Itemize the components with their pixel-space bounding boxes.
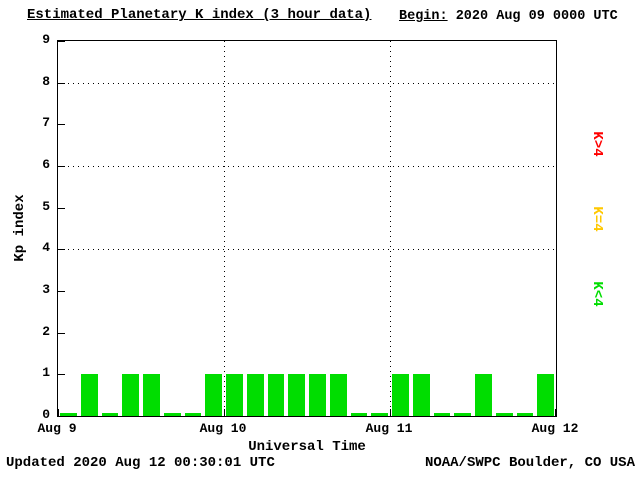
h-gridline	[58, 249, 556, 251]
v-gridline	[390, 41, 392, 416]
kp-bar	[412, 374, 430, 416]
y-tick-mark	[58, 124, 65, 126]
legend-item: K=4	[589, 206, 605, 232]
x-tick-mark	[555, 409, 556, 416]
x-tick-label: Aug 10	[199, 421, 247, 436]
begin-label: Begin:	[399, 9, 448, 24]
kp-bar	[309, 374, 326, 416]
y-tick-label: 2	[42, 323, 50, 339]
y-tick-mark	[58, 416, 65, 417]
y-tick-label: 0	[42, 407, 50, 422]
kp-bar	[60, 413, 77, 416]
x-tick-mark	[224, 409, 225, 416]
begin-label-group: Begin: 2020 Aug 09 0000 UTC	[399, 9, 618, 24]
kp-bar	[163, 413, 181, 416]
x-tick-label: Aug 11	[365, 421, 413, 436]
legend-item: K<4	[589, 281, 605, 307]
kp-bar	[143, 374, 160, 416]
begin-value: 2020 Aug 09 0000 UTC	[447, 9, 618, 24]
y-tick-label: 1	[42, 365, 50, 381]
y-tick-label: 4	[42, 240, 50, 256]
x-tick-mark	[58, 409, 59, 416]
kp-bar	[80, 374, 98, 416]
v-gridline	[223, 41, 225, 416]
kp-bar	[267, 374, 285, 416]
kp-bar	[226, 374, 243, 416]
kp-bar	[288, 374, 305, 416]
y-tick-label: 9	[42, 32, 50, 47]
x-tick-labels: Aug 9 Aug 10 Aug 11 Aug 12	[37, 421, 578, 439]
y-tick-mark	[58, 166, 65, 167]
y-tick-mark	[58, 332, 65, 334]
h-gridline	[58, 82, 556, 84]
y-tick-mark	[58, 291, 65, 292]
kp-bar	[537, 374, 554, 416]
kp-bar	[184, 413, 202, 416]
updated-text: Updated 2020 Aug 12 00:30:01 UTC	[6, 455, 275, 471]
y-tick-labels: 0 1 2 3 4 5 6 7 8 9	[30, 32, 50, 422]
y-tick-mark	[58, 249, 65, 251]
kp-bar	[392, 374, 409, 416]
y-tick-mark	[58, 41, 65, 42]
kp-bar	[516, 413, 534, 416]
chart-title: Estimated Planetary K index (3 hour data…	[27, 7, 372, 23]
y-tick-mark	[58, 374, 65, 376]
x-axis-label: Universal Time	[248, 439, 366, 455]
y-tick-mark	[58, 82, 65, 84]
x-tick-mark	[390, 409, 391, 416]
y-tick-label: 6	[42, 157, 50, 172]
kp-bar	[433, 413, 451, 416]
y-tick-label: 8	[42, 73, 50, 89]
kp-bar	[205, 374, 222, 416]
kp-bar	[475, 374, 492, 416]
kp-bar	[246, 374, 264, 416]
source-text: NOAA/SWPC Boulder, CO USA	[424, 455, 635, 471]
y-tick-label: 3	[42, 282, 50, 297]
plot-area	[57, 40, 557, 417]
kp-bar	[329, 374, 347, 416]
x-tick-label: Aug 9	[37, 421, 77, 436]
kp-bar	[350, 413, 368, 416]
y-tick-mark	[58, 207, 65, 209]
kp-bar	[454, 413, 471, 416]
y-tick-label: 7	[42, 115, 50, 131]
x-tick-label: Aug 12	[531, 421, 579, 436]
y-axis-label: Kp index	[12, 194, 28, 262]
kp-bar	[101, 413, 119, 416]
kp-bar	[371, 413, 388, 416]
kp-bar	[495, 413, 513, 416]
kp-bar	[122, 374, 139, 416]
y-tick-label: 5	[42, 198, 50, 214]
h-gridline	[58, 166, 556, 167]
legend-item: K>4	[589, 131, 605, 157]
